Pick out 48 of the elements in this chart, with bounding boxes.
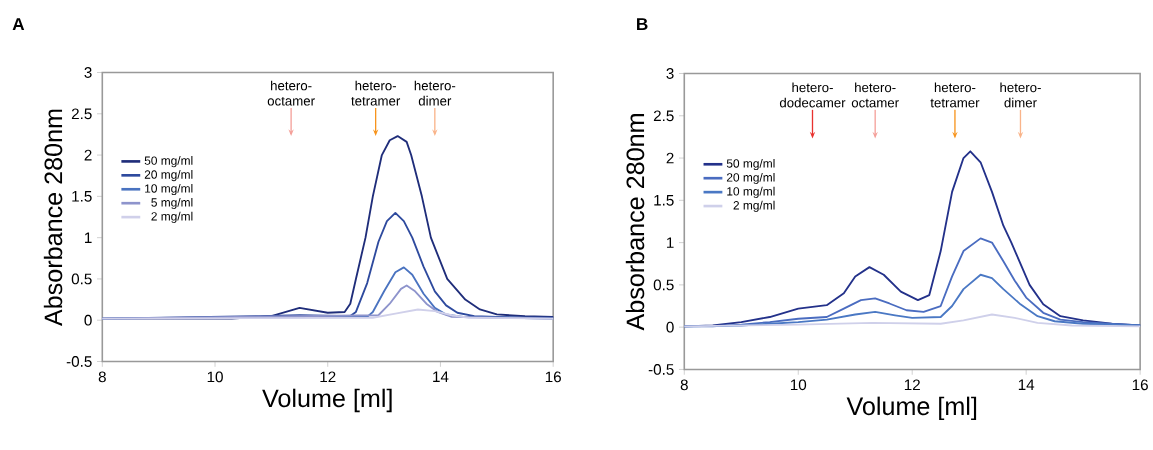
x-tick-label: 12 [320,371,336,383]
chart-title: A [12,18,25,31]
legend-label: 10 mg/ml [727,186,775,198]
legend-label: 50 mg/ml [726,159,775,171]
y-tick-label: 2.5 [71,108,92,120]
y-tick-label: 0.5 [71,273,92,285]
x-tick-label: 8 [680,379,688,391]
ref-line-label: hetero-dimer [1000,82,1041,108]
legend-label: 20 mg/ml [726,172,775,185]
y-axis-title: Absorbance 280nm [43,109,63,327]
legend-label: 2 mg/ml [151,211,193,223]
ref-line-label: hetero-tetramer [351,80,401,106]
y-tick-label: 2.5 [653,110,674,122]
ref-line-label: hetero-octamer [851,82,899,108]
legend-label: 20 mg/ml [144,170,193,182]
y-tick-label: 1.5 [654,195,674,206]
ref-line-label: hetero-dimer [414,80,456,106]
y-tick-label: 0 [84,314,92,326]
y-tick-label: 2 [84,149,92,161]
x-tick-label: 8 [98,371,106,383]
y-tick-label: 1 [667,237,674,248]
y-tick-label: 0 [666,321,674,333]
x-axis-title: Volume [ml] [262,388,392,413]
ref-line-label: hetero-dodecamer [779,82,846,108]
x-tick-label: 12 [904,379,920,391]
y-tick-label: 1 [85,232,92,243]
y-tick-label: 3 [666,68,674,79]
ref-line-label: hetero-tetramer [930,82,980,108]
x-tick-label: 14 [433,371,449,382]
ref-line-label: hetero-octamer [267,80,315,106]
y-tick-label: -0.5 [648,364,674,375]
legend-label: 10 mg/ml [145,184,193,196]
x-axis-title: Volume [ml] [846,396,977,421]
x-tick-label: 16 [1132,379,1148,391]
y-tick-label: 1.5 [72,191,92,202]
x-tick-label: 10 [790,379,807,391]
y-axis-title: Absorbance 280nm [625,114,645,331]
legend-label: 50 mg/ml [144,156,193,168]
x-tick-label: 16 [545,371,561,383]
legend-label: 2 mg/ml [733,200,775,212]
x-tick-label: 14 [1018,379,1035,390]
y-tick-label: -0.5 [66,356,92,367]
y-tick-label: 3 [84,67,92,78]
y-tick-label: 0.5 [653,279,674,291]
y-tick-label: 2 [666,152,674,164]
legend-label: 5 mg/ml [151,197,193,210]
chart-title: B [637,18,648,31]
x-tick-label: 10 [207,371,223,383]
